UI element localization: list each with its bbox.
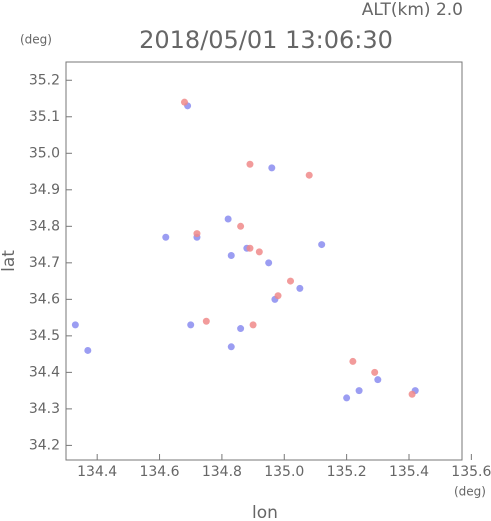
x-axis-label: lon [252,503,278,521]
echo-point [180,98,188,106]
x-tick-label: 135.2 [327,464,367,480]
y-tick-label: 34.6 [29,291,60,307]
echo-point [355,387,363,395]
altitude-label: ALT(km) 2.0 [362,0,463,20]
echo-point [268,164,276,172]
echo-point [265,259,273,267]
y-tick-label: 35.1 [29,109,60,125]
y-tick-label: 34.5 [29,328,60,344]
echo-point [374,376,382,384]
echo-point [274,292,282,300]
echo-point [349,357,357,365]
echo-point [84,346,92,354]
echo-point [246,160,254,168]
echo-point [343,394,351,402]
y-unit: (deg) [20,33,52,47]
x-tick-label: 134.8 [202,464,242,480]
x-tick-label: 134.4 [77,464,117,480]
echo-point [371,368,379,376]
echo-point [255,248,263,256]
echo-point [224,215,232,223]
echo-point [287,277,295,285]
echo-point [237,325,245,333]
echo-point [305,171,313,179]
echo-point [162,233,170,241]
x-tick-label: 135.0 [264,464,304,480]
y-axis-label: lat [0,250,19,272]
y-tick-label: 34.4 [29,364,60,380]
y-tick-label: 34.9 [29,182,60,198]
echo-point [187,321,195,329]
y-tick-label: 34.8 [29,218,60,234]
echo-point [227,252,235,260]
echo-point [193,230,201,238]
x-unit: (deg) [454,485,486,499]
y-tick-label: 34.3 [29,401,60,417]
y-tick-label: 34.2 [29,437,60,453]
y-tick-label: 35.0 [29,145,60,161]
echo-point [408,390,416,398]
x-tick-label: 135.6 [451,464,491,480]
echo-point [246,244,254,252]
x-tick-label: 135.4 [389,464,429,480]
echo-point [237,222,245,230]
echo-point [249,321,257,329]
chart-title: 2018/05/01 13:06:30 [139,26,393,54]
y-tick-label: 34.7 [29,255,60,271]
echo-point [227,343,235,351]
x-tick-label: 134.6 [139,464,179,480]
echo-point [296,284,304,292]
echo-point [318,241,326,249]
plot-frame [65,61,463,461]
echo-point [71,321,79,329]
y-tick-label: 35.2 [29,72,60,88]
echo-point [202,317,210,325]
